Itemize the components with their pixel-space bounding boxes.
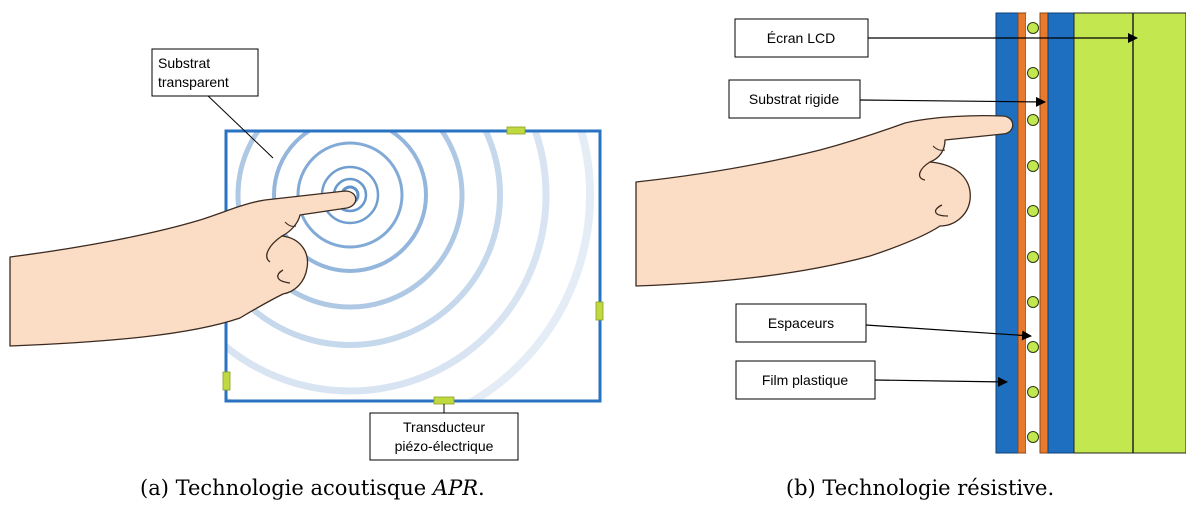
transducer-bottom <box>433 396 455 405</box>
hand-icon <box>9 190 357 347</box>
plastic-film-label-text: Film plastique <box>762 372 849 388</box>
substrate-label: Substrat transparent <box>151 48 274 159</box>
rigid-substrate-label-text: Substrat rigide <box>749 91 839 107</box>
caption-a: (a) Technologie acoutisque APR. <box>140 476 485 500</box>
acoustic-waves <box>226 131 594 401</box>
transducer-right <box>595 301 604 321</box>
panel-b-resistive: Écran LCD Substrat rigide Espaceurs Film… <box>635 12 1186 500</box>
plastic-film-layer <box>995 12 1019 454</box>
substrate-label-line1: Substrat <box>158 55 210 71</box>
hand-icon <box>635 115 1014 287</box>
spacers-label-text: Espaceurs <box>768 315 834 331</box>
transducer-label-line2: piézo-électrique <box>395 438 494 454</box>
transducer-label: Transducteur piézo-électrique <box>369 404 519 461</box>
transducer-top <box>506 126 526 135</box>
film-conductive-coating <box>1017 12 1027 454</box>
substrate-label-line2: transparent <box>158 74 229 90</box>
transducer-left <box>222 371 231 391</box>
transducer-label-line1: Transducteur <box>403 419 485 435</box>
spacer-dots <box>1027 22 1039 443</box>
lcd-label: Écran LCD <box>734 18 1138 58</box>
rigid-substrate-layer <box>1047 12 1075 454</box>
rigid-substrate-label: Substrat rigide <box>728 79 1046 119</box>
lcd-label-text: Écran LCD <box>767 30 835 46</box>
caption-b: (b) Technologie résistive. <box>786 476 1054 500</box>
rigid-conductive-coating <box>1039 12 1049 454</box>
panel-a-acoustic: Substrat transparent Transducteur piézo-… <box>9 48 604 500</box>
plastic-film-label: Film plastique <box>735 360 1008 400</box>
spacers-label: Espaceurs <box>735 303 1032 343</box>
lcd-screen-layer <box>1073 12 1186 454</box>
